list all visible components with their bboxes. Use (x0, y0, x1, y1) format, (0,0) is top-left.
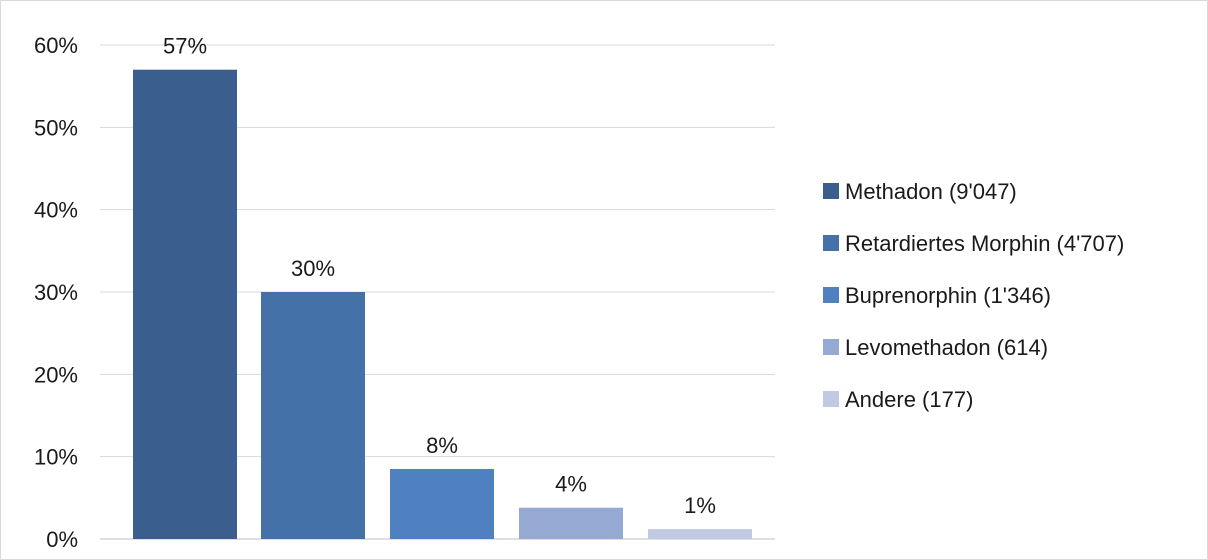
data-label: 8% (426, 433, 458, 458)
legend-entry: Levomethadon (614) (845, 335, 1048, 360)
bar (133, 69, 237, 539)
y-tick-label: 40% (34, 198, 78, 223)
y-tick-label: 20% (34, 362, 78, 387)
legend-entry: Andere (177) (845, 387, 973, 412)
y-tick-label: 50% (34, 115, 78, 140)
y-tick-label: 10% (34, 445, 78, 470)
data-label: 57% (163, 34, 207, 59)
data-label: 4% (555, 472, 587, 497)
y-axis-ticks: 0% 10% 20% 30% 40% 50% 60% (34, 33, 78, 552)
legend-entry: Retardiertes Morphin (4'707) (845, 231, 1124, 256)
bar (261, 292, 365, 539)
data-label: 1% (684, 493, 716, 518)
legend-entry: Methadon (9'047) (845, 179, 1017, 204)
legend-swatch (823, 183, 839, 199)
legend-swatch (823, 287, 839, 303)
bar (519, 507, 623, 539)
legend-swatch (823, 391, 839, 407)
y-tick-label: 30% (34, 280, 78, 305)
legend-swatch (823, 235, 839, 251)
data-labels: 57% 30% 8% 4% 1% (163, 34, 716, 518)
bars (133, 69, 752, 539)
legend-swatch (823, 339, 839, 355)
y-tick-label: 60% (34, 33, 78, 58)
legend-entry: Buprenorphin (1'346) (845, 283, 1051, 308)
y-tick-label: 0% (46, 527, 78, 552)
bar (648, 529, 752, 539)
bar (390, 469, 494, 539)
legend: Methadon (9'047) Retardiertes Morphin (4'… (823, 179, 1124, 412)
data-label: 30% (291, 256, 335, 281)
